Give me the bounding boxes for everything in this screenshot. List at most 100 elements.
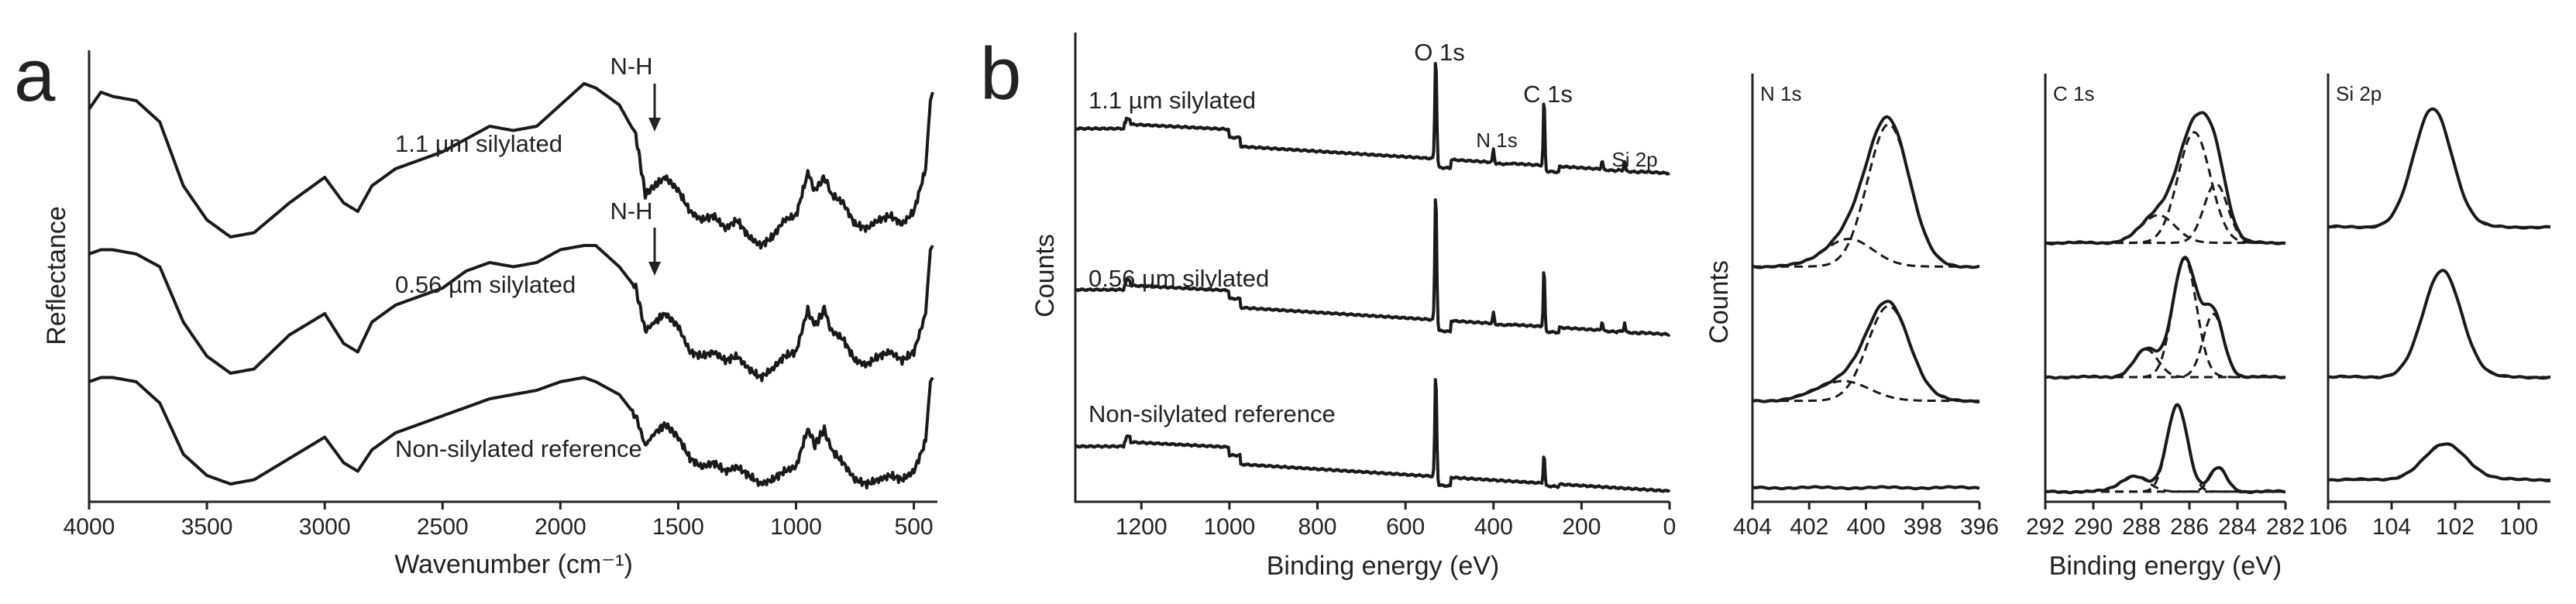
xps-si2p-component-3-1 (2328, 443, 2550, 482)
survey-series-line-3 (1075, 378, 1671, 493)
x-tick-label: 404 (1733, 514, 1772, 540)
si2p-x-ticks: 106 104 102 100 (2309, 502, 2538, 540)
x-tick-label: 400 (1474, 514, 1513, 540)
x-tick-label: 106 (2309, 514, 2347, 540)
x-tick-label: 3000 (299, 514, 351, 540)
x-tick-label: 800 (1298, 514, 1336, 540)
x-tick-label: 286 (2170, 514, 2209, 540)
xps-c1s-component-1-3 (2045, 214, 2285, 245)
peak-label-c1s: C 1s (1523, 81, 1573, 108)
xps-si2p-spectrum-1 (2327, 107, 2551, 230)
xps-c1s-plot: 292 290 288 286 284 282 C 1s Binding energy (… (2026, 74, 2305, 581)
xps-si2p-component-1-1 (2328, 107, 2550, 228)
c1s-traces (2045, 111, 2286, 495)
xps-c1s-component-2-3 (2045, 348, 2285, 379)
x-tick-label: 600 (1386, 514, 1425, 540)
x-tick-label: 402 (1790, 514, 1828, 540)
xps-survey-plot: 1200 1000 800 600 400 200 0 1.1 µm silylated 0… (1030, 33, 1676, 581)
survey-x-label: Binding energy (eV) (1267, 551, 1500, 581)
peak-label-o1s: O 1s (1414, 39, 1464, 66)
survey-series-label-1: 1.1 µm silylated (1089, 87, 1256, 114)
survey-y-label: Counts (1030, 234, 1060, 317)
x-tick-label: 2000 (535, 514, 586, 540)
peak-label-si2p: Si 2p (1611, 148, 1657, 171)
n1s-title: N 1s (1760, 82, 1801, 105)
ftir-x-ticks: 4000 3500 3000 2500 2000 1500 1000 500 (64, 502, 934, 540)
x-tick-label: 292 (2026, 514, 2065, 540)
panel-a-label: a (14, 34, 56, 117)
nh-arrow-2 (648, 228, 661, 276)
xps-si2p-spectrum-3 (2327, 442, 2551, 482)
n1s-x-ticks: 404 402 400 398 396 (1733, 502, 1999, 540)
xps-c1s-spectrum-1 (2045, 111, 2286, 245)
xps-si2p-plot: 106 104 102 100 Si 2p (2309, 74, 2551, 540)
x-tick-label: 0 (1663, 514, 1677, 540)
xps-c1s-component-1-1 (2045, 131, 2285, 245)
x-tick-label: 200 (1562, 514, 1601, 540)
xps-n1s-component-2-2 (1752, 379, 1979, 403)
xps-c1s-spectrum-2 (2045, 256, 2286, 380)
c1s-x-ticks: 292 290 288 286 284 282 (2026, 502, 2305, 540)
xps-c1s-spectrum-3 (2045, 403, 2286, 495)
xps-n1s-component-1-1 (1752, 123, 1979, 268)
x-tick-label: 284 (2218, 514, 2257, 540)
si2p-axes (2327, 74, 2550, 503)
ftir-y-label: Reflectance (42, 206, 71, 345)
x-tick-label: 290 (2074, 514, 2113, 540)
ftir-series-label-2: 0.56 µm silylated (395, 271, 576, 298)
xps-n1s-spectrum-1 (1752, 115, 1980, 269)
xps-n1s-component-1-2 (1752, 238, 1979, 268)
ftir-series-label-1: 1.1 µm silylated (395, 130, 562, 157)
c1s-axes (2044, 74, 2285, 503)
x-tick-label: 104 (2372, 514, 2411, 540)
x-tick-label: 3500 (181, 514, 233, 540)
ftir-plot: 4000 3500 3000 2500 2000 1500 1000 500 1.1 µm s… (42, 50, 937, 579)
xps-c1s-component-3-3 (2045, 475, 2285, 493)
x-tick-label: 2500 (417, 514, 469, 540)
survey-series-label-2: 0.56 µm silylated (1089, 265, 1269, 292)
xps-n1s-spectrum-2 (1752, 300, 1980, 403)
survey-series-label-3: Non-silylated reference (1089, 400, 1336, 427)
nh-arrow-1 (648, 84, 661, 132)
c1s-x-label: Binding energy (eV) (2049, 551, 2282, 581)
ftir-traces (88, 82, 934, 490)
x-tick-label: 288 (2122, 514, 2161, 540)
peak-label-n1s: N 1s (1476, 129, 1517, 152)
c1s-title: C 1s (2053, 82, 2094, 105)
ftir-x-label: Wavenumber (cm⁻¹) (394, 550, 633, 579)
ftir-series-line-1 (88, 82, 934, 250)
ftir-series-line-2 (88, 244, 934, 383)
xps-c1s-component-3-2 (2045, 466, 2285, 493)
xps-n1s-spectrum-3 (1752, 485, 1980, 491)
xps-si2p-spectrum-2 (2327, 269, 2551, 380)
survey-series-line-1 (1074, 61, 1670, 176)
x-tick-label: 4000 (64, 514, 115, 540)
xps-si2p-component-2-1 (2328, 269, 2550, 379)
survey-traces (1074, 61, 1671, 493)
x-tick-label: 1000 (770, 514, 822, 540)
x-tick-label: 398 (1904, 514, 1942, 540)
survey-x-ticks: 1200 1000 800 600 400 200 0 (1116, 502, 1676, 540)
n1s-axes (1751, 74, 1979, 503)
x-tick-label: 102 (2436, 514, 2475, 540)
survey-axes (1074, 33, 1670, 503)
x-tick-label: 1500 (652, 514, 704, 540)
x-tick-label: 500 (895, 514, 934, 540)
x-tick-label: 1000 (1203, 514, 1255, 540)
ftir-series-line-3 (88, 376, 934, 490)
si2p-traces (2327, 107, 2551, 482)
x-tick-label: 1200 (1116, 514, 1168, 540)
si2p-title: Si 2p (2336, 82, 2382, 105)
x-tick-label: 396 (1960, 514, 1999, 540)
ftir-series-label-3: Non-silylated reference (395, 435, 642, 462)
xps-c1s-component-2-1 (2045, 257, 2285, 379)
x-tick-label: 282 (2266, 514, 2305, 540)
n1s-traces (1752, 115, 1980, 491)
x-tick-label: 100 (2499, 514, 2538, 540)
n1s-y-label: Counts (1704, 260, 1734, 344)
panel-b-label: b (980, 33, 1021, 115)
x-tick-label: 400 (1846, 514, 1885, 540)
nh-annotation-1: N-H (610, 53, 652, 80)
nh-annotation-2: N-H (610, 197, 652, 225)
